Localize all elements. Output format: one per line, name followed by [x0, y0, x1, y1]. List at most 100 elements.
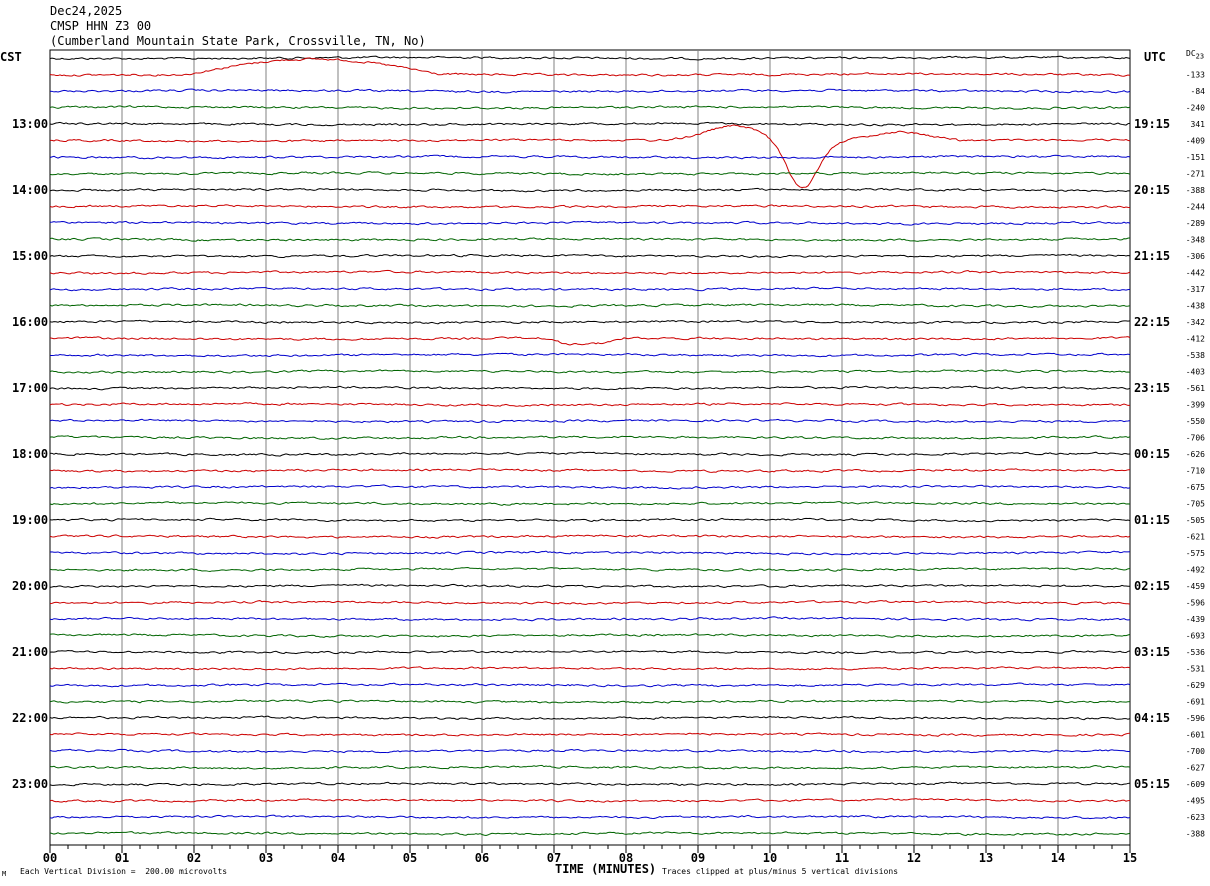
footer-mark: M	[2, 870, 7, 878]
seismic-trace	[49, 121, 1131, 127]
seismic-trace	[49, 748, 1131, 754]
right-hour-label: 00:15	[1134, 447, 1170, 461]
dc-offset-value: -629	[1186, 681, 1205, 690]
seismic-trace	[49, 303, 1131, 308]
right-hour-label: 19:15	[1134, 117, 1170, 131]
seismic-trace	[49, 336, 1131, 346]
left-hour-label: 18:00	[12, 447, 48, 461]
header-date: Dec24,2025	[50, 4, 123, 18]
seismic-trace	[49, 105, 1131, 110]
x-tick-label: 00	[43, 851, 57, 865]
seismic-trace	[49, 220, 1131, 226]
seismic-trace	[49, 204, 1131, 209]
right-hour-label: 22:15	[1134, 315, 1170, 329]
seismic-trace	[49, 385, 1131, 391]
dc-offset-header: DC23	[1186, 49, 1204, 61]
dc-offset-value: -151	[1186, 153, 1205, 162]
seismic-trace	[49, 781, 1131, 787]
seismic-trace	[49, 764, 1131, 770]
seismic-trace	[49, 88, 1131, 94]
seismic-trace	[49, 187, 1131, 193]
seismic-trace	[49, 237, 1131, 242]
right-hour-label: 23:15	[1134, 381, 1170, 395]
dc-offset-value: -459	[1186, 582, 1205, 591]
dc-offset-value: -306	[1186, 252, 1205, 261]
dc-offset-value: -706	[1186, 434, 1205, 443]
x-tick-label: 06	[475, 851, 489, 865]
dc-offset-value: -505	[1186, 516, 1205, 525]
x-axis-label: TIME (MINUTES)	[555, 862, 657, 876]
left-hour-label: 23:00	[12, 777, 48, 791]
dc-offset-value: -388	[1186, 186, 1205, 195]
seismic-trace	[49, 583, 1131, 589]
dc-offset-value: -244	[1186, 203, 1205, 212]
seismic-trace	[49, 649, 1131, 655]
dc-offset-value: -675	[1186, 483, 1205, 492]
dc-offset-value: -271	[1186, 170, 1205, 179]
seismic-trace	[49, 567, 1131, 573]
x-tick-label: 11	[835, 851, 849, 865]
seismic-trace	[49, 798, 1131, 803]
seismic-trace	[49, 369, 1131, 374]
dc-offset-value: -133	[1186, 71, 1205, 80]
x-tick-label: 07	[547, 851, 561, 865]
dc-offset-value: -575	[1186, 549, 1205, 558]
dc-label: DC	[1186, 49, 1196, 58]
plot-frame	[49, 49, 1131, 846]
seismic-trace	[49, 517, 1131, 523]
seismic-trace	[49, 451, 1131, 457]
dc-offset-value: -342	[1186, 318, 1205, 327]
dc-offset-value: -412	[1186, 335, 1205, 344]
seismic-trace	[49, 468, 1131, 473]
x-tick-label: 08	[619, 851, 633, 865]
dc-offset-value: -388	[1186, 830, 1205, 839]
dc-offset-value: -492	[1186, 566, 1205, 575]
right-hour-label: 03:15	[1134, 645, 1170, 659]
dc-offset-value: -626	[1186, 450, 1205, 459]
x-tick-label: 01	[115, 851, 129, 865]
seismic-trace	[49, 666, 1131, 671]
dc-offset-value: -240	[1186, 104, 1205, 113]
seismic-trace	[49, 501, 1131, 506]
seismic-trace	[49, 831, 1131, 836]
seismic-trace	[49, 319, 1131, 325]
x-tick-label: 14	[1051, 851, 1065, 865]
left-hour-label: 19:00	[12, 513, 48, 527]
dc-offset-value: -627	[1186, 764, 1205, 773]
dc-offset-value: -561	[1186, 384, 1205, 393]
seismic-trace	[49, 633, 1131, 638]
seismic-trace	[49, 732, 1131, 737]
dc-offset-value: -705	[1186, 500, 1205, 509]
dc-offset-value: -439	[1186, 615, 1205, 624]
seismic-trace	[49, 715, 1131, 721]
seismic-trace	[49, 253, 1131, 259]
dc-offset-value: -536	[1186, 648, 1205, 657]
dc-offset-value: -495	[1186, 797, 1205, 806]
seismic-trace	[49, 269, 1131, 275]
seismic-trace	[49, 599, 1131, 606]
x-tick-label: 04	[331, 851, 345, 865]
x-tick-label: 15	[1123, 851, 1137, 865]
seismic-trace	[49, 616, 1131, 622]
dc-offset-value: -84	[1191, 87, 1206, 96]
dc-offset-value: -700	[1186, 747, 1205, 756]
x-tick-label: 10	[763, 851, 777, 865]
seismic-trace	[49, 352, 1131, 358]
seismic-trace	[49, 171, 1131, 176]
left-hour-label: 21:00	[12, 645, 48, 659]
seismic-trace	[49, 534, 1131, 539]
seismic-trace	[49, 435, 1131, 440]
dc-offset-value: -289	[1186, 219, 1205, 228]
dc-offset-value: -609	[1186, 780, 1205, 789]
left-hour-label: 15:00	[12, 249, 48, 263]
left-hour-label: 22:00	[12, 711, 48, 725]
right-hour-label: 04:15	[1134, 711, 1170, 725]
right-hour-label: 01:15	[1134, 513, 1170, 527]
seismic-trace	[49, 154, 1131, 160]
dc-offset-value: -596	[1186, 714, 1205, 723]
right-timezone-label: UTC	[1144, 50, 1166, 64]
seismic-trace	[49, 682, 1131, 688]
x-tick-label: 02	[187, 851, 201, 865]
right-hour-label: 02:15	[1134, 579, 1170, 593]
